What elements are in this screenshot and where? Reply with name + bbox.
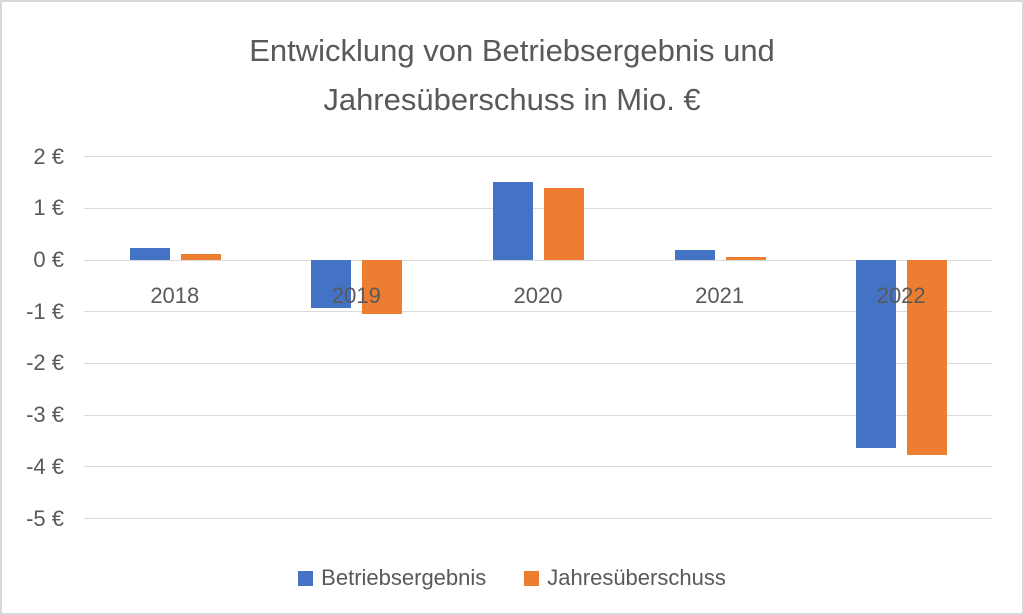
legend: Betriebsergebnis Jahresüberschuss [2,565,1022,591]
y-gridline [84,362,992,364]
bar-betriebsergebnis-2020 [493,182,533,260]
legend-swatch-icon [524,570,540,586]
y-gridline [84,156,992,158]
x-axis-label-2020: 2020 [513,283,563,308]
chart-title-line-2: Jahresüberschuss in Mio. € [323,82,701,117]
y-gridline [84,207,992,209]
y-axis-label: 0 € [33,247,64,272]
bar-jahresüberschuss-2020 [544,187,584,260]
x-axis-label-2021: 2021 [695,283,745,308]
bar-jahresüberschuss-2019 [362,260,403,315]
legend-label: Jahresüberschuss [547,565,726,590]
bar-betriebsergebnis-2018 [129,248,170,260]
x-axis-label-2019: 2019 [331,283,381,308]
y-gridline [84,518,992,519]
y-axis-label: -4 € [26,453,64,479]
legend-item-jahresüberschuss: Jahresüberschuss [524,565,726,591]
y-axis-label: -3 € [26,402,64,428]
legend-item-betriebsergebnis: Betriebsergebnis [298,565,486,591]
chart-title: Entwicklung von Betriebsergebnis und Jah… [2,26,1022,124]
bar-jahresüberschuss-2022 [907,260,948,455]
y-axis-label: -5 € [26,505,64,531]
x-axis-label-2018: 2018 [150,283,200,308]
legend-swatch-icon [298,570,314,586]
y-gridline [84,466,992,468]
bar-betriebsergebnis-2021 [674,250,715,260]
bar-jahresüberschuss-2021 [725,256,766,260]
y-gridline [84,311,992,313]
y-axis-label: 2 € [33,143,64,169]
legend-label: Betriebsergebnis [321,565,487,590]
bar-betriebsergebnis-2022 [856,260,897,449]
bar-betriebsergebnis-2019 [311,260,352,309]
x-axis-label-2022: 2022 [876,283,926,308]
chart-title-line-1: Entwicklung von Betriebsergebnis und [249,33,775,68]
y-axis-label: -1 € [26,298,64,324]
bar-jahresüberschuss-2018 [180,253,221,260]
y-gridline [84,414,992,416]
y-gridline [84,259,992,261]
y-axis-label: -2 € [26,350,64,376]
y-axis-label: 1 € [33,195,64,221]
